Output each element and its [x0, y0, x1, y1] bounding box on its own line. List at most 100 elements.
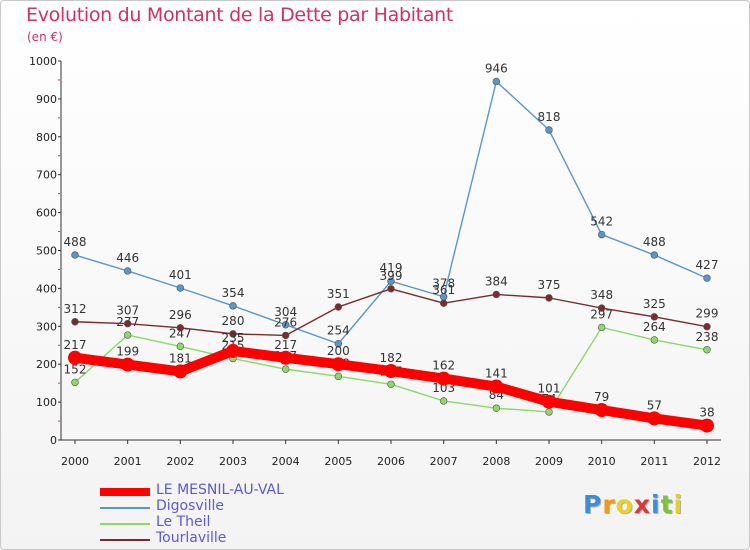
x-tick-label: 2011: [640, 455, 668, 468]
y-tick-label: 500: [36, 245, 57, 258]
data-point-tourlaville: [387, 285, 395, 293]
legend-label-tourlaville: Tourlaville: [156, 530, 227, 546]
x-tick-label: 2005: [324, 455, 352, 468]
data-label-digosville: 378: [432, 277, 455, 291]
data-label-tourlaville: 361: [432, 283, 455, 297]
data-label-le-mesnil-au-val: 217: [64, 338, 87, 352]
data-point-digosville: [176, 284, 185, 292]
data-label-le-mesnil-au-val: 217: [274, 338, 297, 352]
data-label-digosville: 401: [169, 268, 192, 282]
data-point-tourlaville: [229, 330, 237, 338]
x-tick-label: 2008: [482, 455, 510, 468]
chart-title: Evolution du Montant de la Dette par Hab…: [26, 4, 454, 26]
x-tick-label: 2012: [693, 455, 721, 468]
data-point-tourlaville: [123, 319, 132, 328]
data-label-tourlaville: 280: [222, 314, 245, 328]
data-point-le-mesnil-au-val: [594, 403, 609, 418]
data-point-le-theil: [334, 372, 343, 381]
data-point-le-theil: [703, 346, 711, 354]
data-label-le-theil: 247: [169, 326, 192, 340]
legend-label-digosville: Digosville: [156, 498, 224, 514]
data-label-le-mesnil-au-val: 200: [327, 344, 350, 358]
data-point-tourlaville: [334, 303, 343, 311]
data-label-tourlaville: 351: [327, 287, 350, 301]
data-label-tourlaville: 384: [485, 274, 508, 288]
data-point-le-theil: [439, 397, 448, 405]
data-point-le-mesnil-au-val: [436, 371, 451, 386]
data-point-digosville: [387, 277, 395, 285]
data-label-le-theil: 152: [64, 362, 87, 376]
data-point-le-mesnil-au-val: [489, 379, 504, 394]
data-label-tourlaville: 399: [380, 269, 403, 283]
data-point-digosville: [545, 126, 553, 134]
data-label-tourlaville: 312: [64, 302, 87, 316]
data-point-tourlaville: [281, 331, 290, 340]
data-label-digosville: 542: [590, 215, 613, 229]
y-tick-label: 100: [36, 396, 57, 409]
data-point-tourlaville: [71, 318, 79, 326]
data-point-le-mesnil-au-val: [647, 411, 662, 426]
data-label-digosville: 354: [222, 286, 245, 300]
data-label-digosville: 946: [485, 61, 508, 75]
data-point-le-mesnil-au-val: [542, 394, 556, 409]
y-tick-label: 300: [36, 320, 57, 333]
series-line-digosville: [74, 80, 708, 345]
data-point-digosville: [229, 302, 237, 310]
legend-label-le-theil: Le Theil: [156, 514, 211, 530]
data-point-le-mesnil-au-val: [226, 343, 240, 358]
x-tick-label: 2009: [535, 455, 563, 468]
y-tick-label: 1000: [29, 55, 57, 68]
data-point-le-theil: [387, 380, 395, 388]
y-tick-label: 800: [36, 131, 57, 144]
data-point-tourlaville: [176, 324, 185, 332]
data-label-le-mesnil-au-val: 181: [169, 351, 192, 365]
data-label-le-theil: 264: [643, 320, 666, 334]
data-point-le-theil: [176, 342, 185, 351]
data-label-digosville: 427: [696, 258, 719, 272]
data-point-tourlaville: [597, 304, 606, 312]
data-point-le-theil: [281, 365, 290, 373]
x-tick-label: 2004: [272, 455, 300, 468]
data-label-digosville: 446: [116, 251, 139, 265]
legend-label-le-mesnil-au-val: LE MESNIL-AU-VAL: [156, 482, 284, 498]
data-label-le-mesnil-au-val: 199: [116, 345, 139, 359]
x-tick-label: 2001: [114, 455, 142, 468]
data-label-le-mesnil-au-val: 182: [380, 351, 403, 365]
data-label-tourlaville: 276: [274, 315, 297, 329]
legend-swatch-le-theil: [100, 523, 150, 525]
x-tick-label: 2002: [166, 455, 194, 468]
data-label-le-mesnil-au-val: 57: [647, 398, 662, 412]
data-point-le-theil: [545, 408, 553, 416]
data-point-le-mesnil-au-val: [120, 357, 135, 372]
data-point-le-mesnil-au-val: [173, 364, 188, 379]
y-tick-label: 400: [36, 282, 57, 295]
proxiti-logo: Proxiti: [583, 490, 684, 519]
data-point-tourlaville: [650, 313, 659, 321]
data-point-digosville: [334, 340, 343, 348]
data-label-le-mesnil-au-val: 79: [594, 390, 609, 404]
data-label-tourlaville: 296: [169, 308, 192, 322]
data-label-tourlaville: 348: [590, 288, 613, 302]
data-label-digosville: 254: [327, 324, 350, 338]
data-label-tourlaville: 375: [538, 278, 561, 292]
data-label-digosville: 488: [643, 235, 666, 249]
legend-swatch-tourlaville: [100, 539, 150, 541]
x-tick-label: 2003: [219, 455, 247, 468]
data-point-digosville: [71, 251, 79, 259]
data-point-tourlaville: [439, 299, 448, 307]
data-label-le-mesnil-au-val: 38: [699, 406, 714, 420]
data-point-le-theil: [492, 404, 501, 412]
data-label-le-mesnil-au-val: 141: [485, 367, 508, 381]
data-label-digosville: 419: [380, 261, 403, 275]
data-point-digosville: [123, 267, 132, 275]
data-label-le-mesnil-au-val: 101: [538, 382, 561, 396]
chart-subtitle: (en €): [27, 30, 63, 44]
data-label-tourlaville: 325: [643, 297, 666, 311]
data-label-tourlaville: 307: [116, 304, 139, 318]
data-point-le-theil: [71, 378, 79, 387]
data-point-le-mesnil-au-val: [384, 364, 398, 379]
data-label-le-mesnil-au-val: 162: [432, 359, 455, 373]
legend-swatch-digosville: [100, 507, 150, 509]
data-label-le-theil: 238: [696, 330, 719, 344]
data-label-tourlaville: 299: [696, 307, 719, 321]
